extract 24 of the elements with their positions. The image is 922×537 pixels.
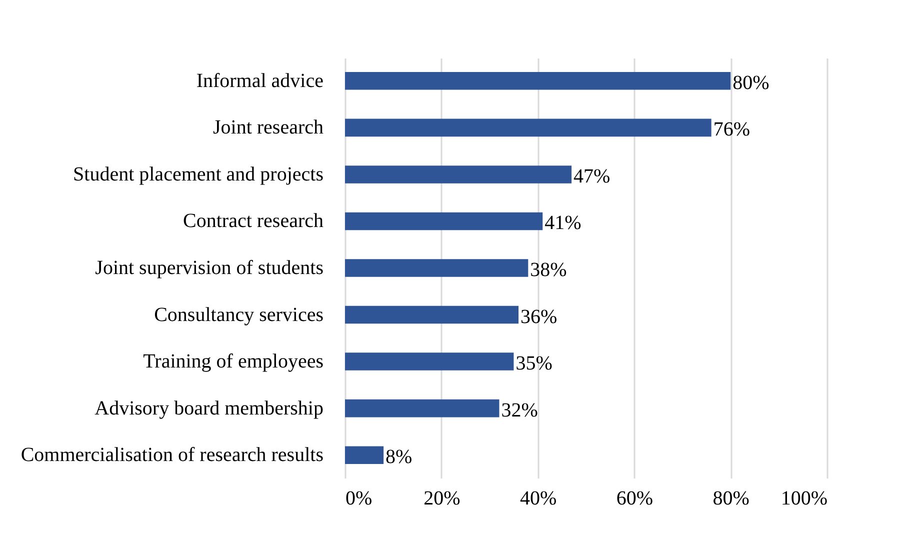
x-tick-label: 0% (346, 488, 372, 510)
y-tick-label: Informal advice (196, 70, 324, 92)
y-tick-label: Student placement and projects (73, 163, 324, 186)
x-tick-label: 40% (520, 488, 557, 510)
y-tick-label: Advisory board membership (94, 397, 324, 420)
y-tick-label: Joint supervision of students (95, 257, 324, 279)
x-tick-label: 80% (712, 488, 750, 510)
x-tick-label: 60% (616, 488, 654, 510)
data-label: 41% (544, 212, 582, 234)
data-label: 76% (713, 118, 750, 141)
data-label: 8% (386, 446, 412, 468)
data-label: 38% (530, 259, 567, 281)
data-label: 36% (520, 306, 558, 328)
y-tick-label: Contract research (183, 210, 324, 232)
y-tick-label: Commercialisation of research results (20, 444, 324, 466)
y-tick-label: Joint research (212, 116, 324, 139)
y-tick-label: Training of employees (143, 350, 324, 373)
data-label: 80% (732, 72, 770, 94)
x-tick-label: 20% (424, 488, 460, 510)
data-label: 32% (501, 399, 538, 422)
x-tick-label: 100% (780, 488, 828, 510)
data-label: 35% (516, 352, 552, 375)
data-label: 47% (574, 165, 610, 188)
y-tick-label: Consultancy services (154, 304, 324, 326)
